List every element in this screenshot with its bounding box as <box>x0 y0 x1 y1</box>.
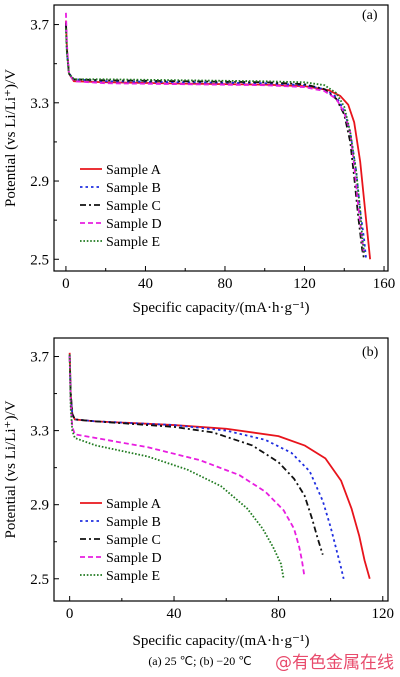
legend-label: Sample D <box>106 551 162 566</box>
plot-frame <box>53 4 389 272</box>
chart-panel-a: 0 40 80 120 160 2.5 2.9 3.3 3.7 Specific capacity… <box>3 4 396 316</box>
x-tick-label: 120 <box>372 606 395 622</box>
panel-label: (b) <box>362 345 379 360</box>
y-axis-label: Potential (vs Li/Li⁺)/V <box>3 69 19 207</box>
x-tick-label: 160 <box>373 276 396 292</box>
y-tick-label: 3.7 <box>30 350 49 366</box>
x-tick-label: 0 <box>66 606 74 622</box>
y-axis-label: Potential (vs Li/Li⁺)/V <box>3 400 19 538</box>
x-tick-label: 80 <box>217 276 232 292</box>
y-tick-label: 2.5 <box>30 572 49 588</box>
series-line-sample-e <box>68 354 285 579</box>
series-line-sample-d <box>68 356 306 578</box>
chart-panel-b: 0 40 80 120 2.5 2.9 3.3 3.7 Specific capacity/(m… <box>3 337 395 649</box>
legend-label: Sample E <box>106 569 160 584</box>
y-tick-label: 3.7 <box>30 18 49 34</box>
y-tick-label: 2.5 <box>30 252 49 268</box>
legend-label: Sample D <box>106 217 162 232</box>
legend-label: Sample C <box>106 533 161 548</box>
x-tick-label: 40 <box>167 606 182 622</box>
plot-frame <box>53 337 389 602</box>
y-tick-label: 2.9 <box>30 498 49 514</box>
panel-label: (a) <box>362 8 378 23</box>
watermark: @有色金属在线 <box>275 653 394 673</box>
x-axis-label: Specific capacity/(mA·h·g⁻¹) <box>133 300 310 316</box>
legend-label: Sample A <box>106 163 162 178</box>
y-tick-label: 3.3 <box>30 96 49 112</box>
x-tick-label: 120 <box>293 276 316 292</box>
series-line-sample-d <box>65 12 366 256</box>
series-line-sample-c <box>68 356 324 555</box>
x-tick-label: 80 <box>271 606 286 622</box>
x-axis-label: Specific capacity/(mA·h·g⁻¹) <box>133 633 310 649</box>
legend-label: Sample E <box>106 235 160 250</box>
legend-label: Sample A <box>106 497 162 512</box>
series-line-sample-e <box>65 28 366 254</box>
y-tick-label: 2.9 <box>30 174 49 190</box>
legend-label: Sample B <box>106 515 161 530</box>
series-line-sample-c <box>65 22 366 260</box>
figure-caption: (a) 25 ℃; (b) −20 ℃ <box>148 654 252 668</box>
legend-label: Sample C <box>106 199 161 214</box>
y-tick-label: 3.3 <box>30 424 49 440</box>
legend-label: Sample B <box>106 181 161 196</box>
x-tick-label: 40 <box>138 276 153 292</box>
x-tick-label: 0 <box>62 276 70 292</box>
